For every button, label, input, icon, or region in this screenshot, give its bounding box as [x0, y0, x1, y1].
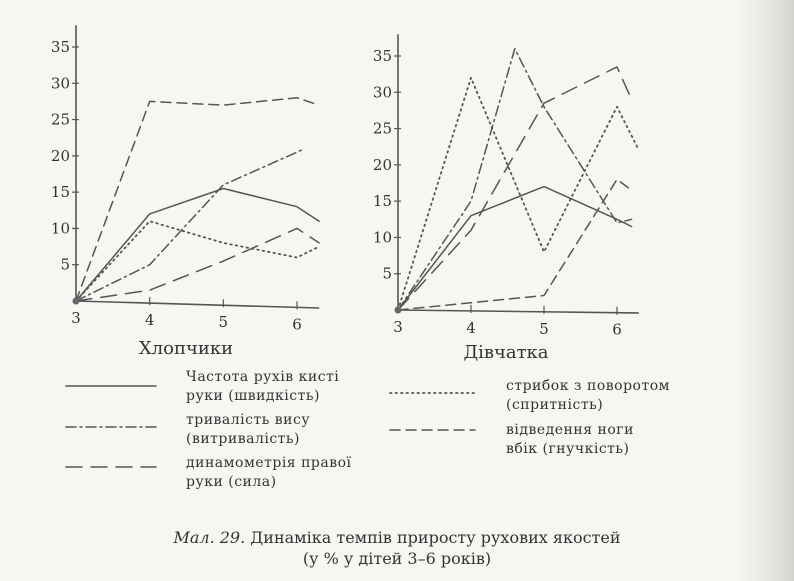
y-tick-label: 10	[373, 228, 392, 246]
series-line-strength	[397, 66, 633, 311]
chart-panel-girls: 5 10 15 20 25 30 35 3 4 5 6 Дівчатка	[373, 34, 640, 363]
y-tick-label: 20	[373, 156, 392, 174]
series-line-endurance	[75, 147, 306, 302]
legend-label-line1: відведення ноги	[506, 422, 634, 438]
legend-item-endurance: тривалість вису (витривалість)	[65, 412, 310, 447]
legend-label-line2: руки (швидкість)	[186, 388, 320, 404]
figure-caption: Мал. 29. Динаміка темпів приросту рухови…	[0, 528, 794, 547]
y-tick-label: 5	[382, 265, 392, 283]
x-axis-label: Дівчатка	[463, 342, 548, 363]
legend-label-line2: (витривалість)	[186, 431, 300, 447]
legend-label-line1: тривалість вису	[186, 412, 310, 428]
y-tick-label: 25	[51, 111, 70, 129]
legend-label-line2: руки (сила)	[186, 474, 277, 490]
series-line-speed	[75, 187, 320, 302]
x-tick-label: 3	[393, 318, 403, 336]
y-tick-label: 35	[373, 47, 392, 65]
origin-dot	[72, 297, 80, 305]
x-axis-label: Хлопчики	[139, 338, 233, 359]
y-tick-label: 10	[51, 219, 70, 237]
x-tick-label: 3	[71, 309, 81, 327]
legend-item-flex: відведення ноги вбік (гнучкість)	[389, 422, 634, 457]
x-tick-label: 6	[292, 315, 302, 333]
x-tick-label: 6	[612, 321, 622, 339]
x-tick-label: 4	[145, 311, 155, 329]
origin-dot	[394, 306, 402, 314]
y-tick-label: 15	[373, 192, 392, 210]
legend-label-line1: стрибок з поворотом	[506, 378, 670, 394]
series-line-speed	[397, 185, 633, 311]
chart-panel-boys: 5 10 15 20 25 30 35 3 4 5 6 Хлопчики	[51, 25, 321, 359]
y-tick-label: 30	[373, 83, 392, 101]
y-tick-label: 15	[51, 183, 70, 201]
figure-subtitle: (у % у дітей 3–6 років)	[302, 549, 492, 568]
y-tick-label: 5	[60, 256, 70, 274]
legend-item-speed: Частота рухів кисті руки (швидкість)	[65, 369, 339, 404]
page-edge-shadow	[734, 0, 794, 581]
x-tick-label: 4	[466, 319, 476, 337]
y-tick-label: 20	[51, 147, 70, 165]
figure-title: Динаміка темпів приросту рухових якостей	[250, 528, 621, 547]
series-line-strength	[75, 227, 320, 302]
legend-label-line1: динамометрія правої	[186, 455, 352, 471]
legend-label-line2: вбік (гнучкість)	[506, 441, 630, 457]
x-axis	[75, 300, 320, 309]
y-tick-label: 35	[51, 38, 70, 56]
series-line-agility	[75, 220, 321, 302]
y-tick-label: 30	[51, 74, 70, 92]
series-line-endurance	[397, 47, 633, 311]
series-line-flex	[397, 178, 633, 311]
figure-label: Мал. 29.	[173, 528, 246, 547]
series-line-agility	[397, 76, 640, 311]
series-line-flex	[75, 97, 320, 302]
x-tick-label: 5	[539, 320, 549, 338]
x-axis	[397, 309, 639, 314]
x-tick-label: 5	[219, 313, 229, 331]
legend-item-strength: динамометрія правої руки (сила)	[65, 455, 352, 490]
y-tick-label: 25	[373, 120, 392, 138]
legend-label-line2: (спритність)	[506, 397, 603, 413]
legend-label-line1: Частота рухів кисті	[186, 369, 339, 385]
legend: Частота рухів кисті руки (швидкість) трива…	[65, 369, 670, 490]
legend-item-agility: стрибок з поворотом (спритність)	[389, 378, 670, 413]
